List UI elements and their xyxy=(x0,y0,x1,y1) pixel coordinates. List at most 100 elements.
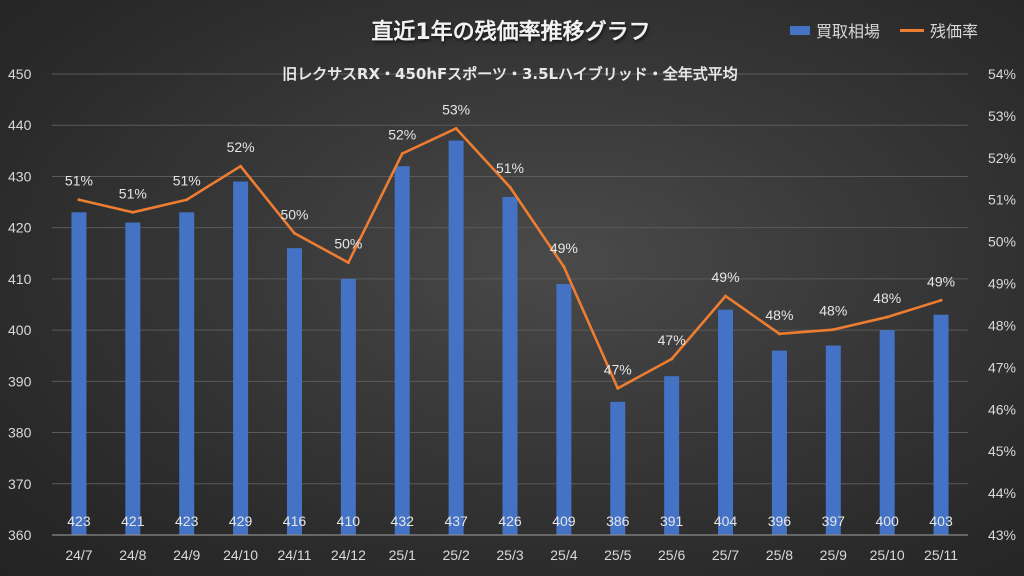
line-data-label: 48% xyxy=(765,307,793,323)
line-data-label: 52% xyxy=(227,139,255,155)
x-tick-label: 25/10 xyxy=(870,547,905,563)
bar xyxy=(556,284,572,535)
bar-data-label: 397 xyxy=(822,513,846,529)
bar xyxy=(179,212,195,536)
line-data-label: 47% xyxy=(604,361,632,377)
bar xyxy=(125,222,141,536)
bar-data-label: 416 xyxy=(283,513,307,529)
bar-data-label: 386 xyxy=(606,513,630,529)
y-left-tick-label: 380 xyxy=(8,425,32,441)
line-point xyxy=(131,210,135,214)
line-point xyxy=(292,231,296,235)
bar-data-label: 423 xyxy=(175,513,199,529)
bar-data-label: 391 xyxy=(660,513,684,529)
line-point xyxy=(831,328,835,332)
bar-data-label: 426 xyxy=(498,513,522,529)
bar xyxy=(933,314,949,535)
line-point xyxy=(939,298,943,302)
bar-data-label: 400 xyxy=(875,513,899,529)
bar xyxy=(448,140,464,536)
line-point xyxy=(454,126,458,130)
x-tick-label: 25/9 xyxy=(820,547,847,563)
bar-data-label: 437 xyxy=(444,513,468,529)
bar xyxy=(771,350,787,535)
x-tick-label: 25/3 xyxy=(496,547,523,563)
line-point xyxy=(400,152,404,156)
x-tick-label: 25/1 xyxy=(389,547,416,563)
line-point xyxy=(508,185,512,189)
y-right-tick-label: 51% xyxy=(988,192,1016,208)
y-right-tick-label: 49% xyxy=(988,276,1016,292)
line-data-label: 49% xyxy=(550,240,578,256)
bar xyxy=(664,376,680,535)
bar xyxy=(610,401,626,535)
y-left-tick-label: 410 xyxy=(8,271,32,287)
line-point xyxy=(724,294,728,298)
legend-bar-swatch xyxy=(790,25,810,35)
x-tick-label: 25/5 xyxy=(604,547,631,563)
y-right-tick-label: 45% xyxy=(988,443,1016,459)
bar-data-label: 403 xyxy=(929,513,953,529)
line-point xyxy=(239,164,243,168)
axes: 360 370 380 390 400 410 420 430 440 450 43% 44% 45% 4… xyxy=(8,66,1016,563)
line-point xyxy=(885,315,889,319)
x-tick-label: 24/9 xyxy=(173,547,200,563)
legend: 買取相場 残価率 xyxy=(790,18,978,42)
y-right-tick-label: 44% xyxy=(988,485,1016,501)
bar-data-label: 421 xyxy=(121,513,145,529)
y-right-tick-label: 53% xyxy=(988,108,1016,124)
x-tick-label: 24/11 xyxy=(277,547,311,563)
line-data-label: 48% xyxy=(819,303,847,319)
y-right-tick-label: 52% xyxy=(988,150,1016,166)
bar-data-label: 396 xyxy=(768,513,792,529)
x-tick-label: 25/7 xyxy=(712,547,739,563)
x-tick-label: 24/12 xyxy=(331,547,366,563)
y-left-tick-label: 430 xyxy=(8,168,32,184)
x-tick-label: 24/7 xyxy=(65,547,92,563)
bar xyxy=(502,196,518,535)
y-left-tick-label: 370 xyxy=(8,476,32,492)
x-tick-label: 25/11 xyxy=(924,547,958,563)
line-point xyxy=(616,386,620,390)
bars-series xyxy=(71,140,949,536)
legend-line-swatch xyxy=(900,28,925,32)
y-right-tick-label: 47% xyxy=(988,359,1016,375)
line-data-label: 49% xyxy=(712,269,740,285)
y-left-tick-label: 440 xyxy=(8,117,32,133)
line-data-label: 48% xyxy=(873,290,901,306)
y-right-tick-label: 43% xyxy=(988,527,1016,543)
x-tick-label: 24/8 xyxy=(119,547,146,563)
x-tick-label: 25/8 xyxy=(766,547,793,563)
x-tick-label: 25/2 xyxy=(442,547,469,563)
line-data-label: 51% xyxy=(496,160,524,176)
line-data-label: 52% xyxy=(388,127,416,143)
line-data-label: 51% xyxy=(65,173,93,189)
y-left-tick-label: 400 xyxy=(8,322,32,338)
y-right-tick-label: 54% xyxy=(988,66,1016,82)
bar xyxy=(718,309,734,535)
bar-data-label: 410 xyxy=(337,513,361,529)
legend-bar-label: 買取相場 xyxy=(816,22,881,41)
line-data-label: 51% xyxy=(119,185,147,201)
x-tick-label: 24/10 xyxy=(223,547,258,563)
y-left-tick-label: 450 xyxy=(8,66,32,82)
y-left-tick-label: 420 xyxy=(8,220,32,236)
bar xyxy=(233,181,249,536)
y-right-tick-label: 46% xyxy=(988,401,1016,417)
y-left-tick-label: 390 xyxy=(8,373,32,389)
line-point xyxy=(670,357,674,361)
bar xyxy=(879,330,895,535)
bar xyxy=(825,345,841,535)
y-right-tick-label: 48% xyxy=(988,317,1016,333)
line-data-label: 49% xyxy=(927,273,955,289)
y-right-tick-label: 50% xyxy=(988,234,1016,250)
bar xyxy=(286,248,302,535)
bar xyxy=(340,278,356,535)
y-left-tick-label: 360 xyxy=(8,527,32,543)
bar xyxy=(394,166,410,535)
x-tick-label: 25/4 xyxy=(550,547,577,563)
x-tick-label: 25/6 xyxy=(658,547,685,563)
line-point xyxy=(346,261,350,265)
bar xyxy=(71,212,87,536)
